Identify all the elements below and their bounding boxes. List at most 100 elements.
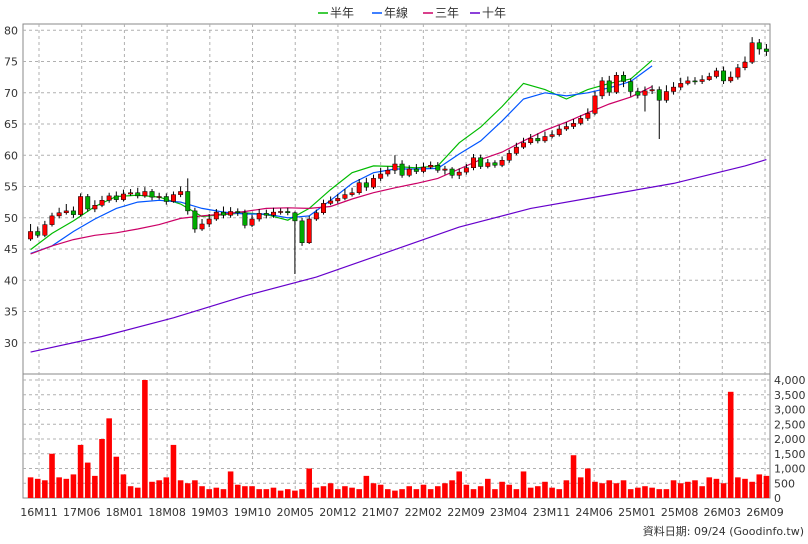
candle-body — [699, 79, 705, 82]
volume-bar — [349, 487, 355, 498]
candle-body — [571, 123, 576, 127]
candle-body — [163, 196, 169, 202]
volume-bar — [356, 489, 362, 498]
price-tick-label: 70 — [4, 87, 18, 100]
volume-tick-label: 4,000 — [774, 374, 806, 387]
volume-bar — [384, 489, 391, 498]
candle-body — [206, 218, 212, 225]
candle-body — [35, 231, 41, 236]
volume-bar — [685, 481, 691, 498]
candle-body — [542, 136, 548, 142]
date-tick-label: 20M05 — [276, 506, 314, 519]
candle-body — [263, 213, 269, 216]
candle-body — [428, 165, 434, 168]
volume-bar — [234, 484, 241, 498]
candle-body — [313, 212, 319, 220]
volume-bar — [63, 478, 70, 498]
candle-body — [278, 211, 284, 213]
candle-body — [463, 167, 469, 173]
volume-bar — [656, 489, 663, 498]
candle-body — [678, 83, 684, 88]
candle-body — [621, 75, 627, 82]
price-tick-label: 75 — [4, 56, 18, 69]
ma-line-半年 — [30, 59, 653, 251]
volume-bar — [106, 418, 112, 498]
volume-bar — [334, 489, 341, 498]
volume-bar — [292, 490, 298, 498]
candle-body — [178, 191, 184, 195]
volume-bar — [749, 481, 755, 498]
candle-body — [663, 91, 669, 101]
candle-body — [578, 118, 584, 124]
volume-bar — [70, 474, 77, 498]
volume-bar — [542, 481, 548, 498]
volume-bar — [563, 480, 570, 498]
candle-body — [235, 211, 241, 213]
candle-body — [342, 194, 348, 199]
volume-bar — [249, 486, 255, 498]
date-tick-label: 16M11 — [20, 506, 58, 519]
candle-body — [299, 220, 305, 243]
candle-body — [92, 205, 98, 210]
volume-bar — [227, 471, 234, 498]
candle-body — [285, 211, 291, 213]
price-tick-label: 60 — [4, 149, 18, 162]
volume-bar — [442, 483, 448, 498]
candle-body — [521, 142, 526, 148]
candle-body — [471, 157, 476, 168]
candle-body — [106, 195, 112, 201]
volume-bar — [677, 483, 684, 498]
volume-bar — [363, 475, 370, 498]
volume-bars — [27, 380, 770, 498]
volume-bar — [399, 489, 405, 498]
candle-body — [256, 213, 262, 220]
date-tick-label: 21M07 — [362, 506, 400, 519]
date-tick-label: 26M09 — [746, 506, 784, 519]
volume-bar — [113, 456, 120, 498]
volume-bar — [735, 477, 741, 498]
ma-line-三年 — [30, 85, 653, 255]
volume-bar — [549, 487, 555, 498]
volume-bar — [642, 486, 648, 498]
candle-body — [478, 157, 484, 167]
ma-line-十年 — [30, 159, 767, 353]
volume-bar — [277, 490, 284, 498]
candle-body — [70, 210, 76, 215]
volume-bar — [27, 477, 34, 498]
volume-bar — [170, 444, 177, 498]
volume-bar — [506, 484, 513, 498]
candle-body — [363, 182, 369, 188]
volume-bar — [470, 489, 477, 498]
volume-bar — [727, 391, 734, 498]
candle-body — [306, 218, 312, 243]
volume-bar — [449, 480, 455, 498]
candle-body — [535, 138, 541, 142]
price-axis-labels: 30 35 40 45 50 55 60 65 70 75 80 — [4, 24, 18, 350]
candle-body — [506, 153, 512, 161]
volume-bar — [127, 486, 134, 498]
date-tick-label: 17M06 — [63, 506, 101, 519]
volume-bar — [527, 487, 534, 498]
candle-body — [128, 192, 134, 195]
volume-bar — [92, 475, 98, 498]
volume-bar — [670, 480, 677, 498]
volume-bar — [149, 481, 155, 498]
volume-bar — [720, 483, 727, 498]
volume-bar — [535, 486, 541, 498]
volume-bar — [42, 480, 48, 498]
candle-body — [728, 76, 734, 82]
volume-bar — [342, 486, 348, 498]
candle-body — [585, 113, 591, 119]
candle-body — [335, 198, 341, 202]
volume-bar — [435, 486, 441, 498]
volume-bar — [635, 487, 641, 498]
candle-body — [99, 200, 105, 206]
volume-tick-label: 2,000 — [774, 433, 806, 446]
volume-tick-label: 2,500 — [774, 418, 806, 431]
candle-body — [192, 210, 198, 230]
candle-body — [756, 42, 762, 50]
candle-body — [213, 211, 219, 220]
date-tick-label: 23M04 — [490, 506, 528, 519]
